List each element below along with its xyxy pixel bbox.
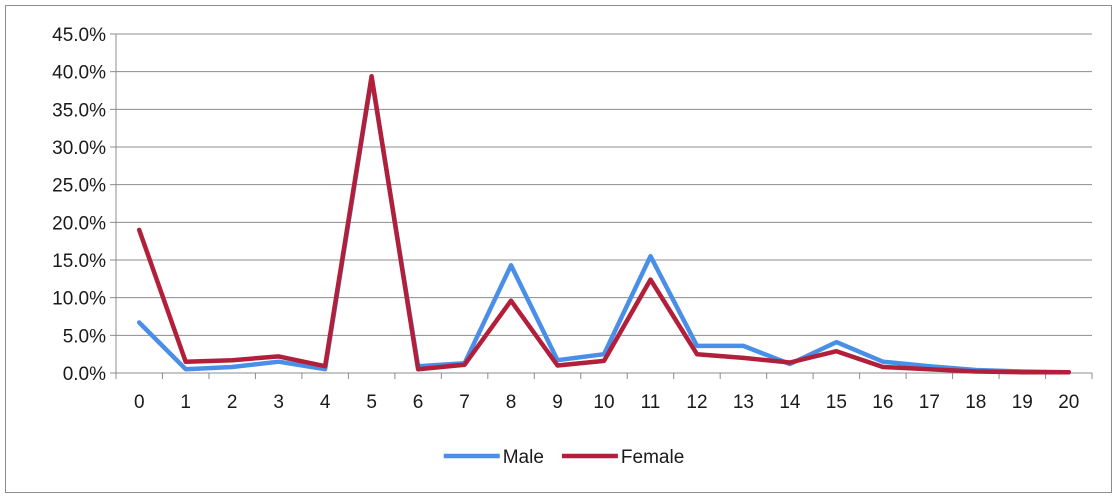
x-tick-label: 18 — [965, 392, 986, 413]
x-tick-label: 8 — [506, 392, 517, 413]
x-tick-label: 19 — [1012, 392, 1033, 413]
x-tick-label: 9 — [552, 392, 563, 413]
chart-frame — [5, 5, 1112, 493]
y-tick-label: 15.0% — [52, 251, 106, 272]
x-tick-label: 2 — [227, 392, 238, 413]
series-lines — [136, 73, 1072, 375]
x-tick-label: 10 — [593, 392, 614, 413]
axes — [110, 33, 1093, 379]
x-tick-label: 7 — [459, 392, 470, 413]
x-tick-label: 6 — [413, 392, 424, 413]
series-line-female — [136, 73, 1072, 375]
x-tick-label: 12 — [686, 392, 707, 413]
x-tick-label: 11 — [641, 392, 661, 413]
series-line-male — [136, 75, 1072, 375]
y-tick-label: 0.0% — [63, 364, 106, 385]
legend-label: Male — [503, 447, 544, 468]
x-tick-label: 17 — [919, 392, 940, 413]
x-tick-label: 1 — [180, 392, 191, 413]
legend: Male Female — [443, 447, 684, 468]
x-tick-label: 15 — [826, 392, 847, 413]
x-tick-labels: 0 1 2 3 4 5 6 7 8 9 10 11 12 13 14 15 16 17 18 19 20 — [134, 392, 1079, 413]
gridlines — [116, 33, 1092, 336]
y-tick-labels: 0.0% 5.0% 10.0% 15.0% 20.0% 25.0% 30.0% 35.0% 40… — [52, 25, 106, 385]
x-tick-label: 4 — [320, 392, 331, 413]
legend-label: Female — [621, 447, 684, 468]
x-tick-label: 3 — [273, 392, 284, 413]
x-tick-label: 20 — [1058, 392, 1079, 413]
legend-item-male: Male — [443, 447, 544, 468]
y-tick-label: 5.0% — [63, 326, 106, 347]
y-tick-label: 40.0% — [52, 63, 106, 84]
y-tick-label: 20.0% — [52, 213, 106, 234]
y-tick-label: 45.0% — [52, 25, 106, 46]
x-tick-label: 0 — [134, 392, 145, 413]
x-tick-label: 14 — [779, 392, 801, 413]
y-tick-label: 30.0% — [52, 138, 106, 159]
x-tick-label: 16 — [872, 392, 893, 413]
legend-item-female: Female — [561, 447, 684, 468]
x-tick-label: 5 — [366, 392, 377, 413]
x-tick-label: 13 — [733, 392, 754, 413]
y-tick-label: 35.0% — [52, 100, 106, 121]
y-tick-label: 10.0% — [52, 289, 106, 310]
y-tick-label: 25.0% — [52, 176, 106, 197]
